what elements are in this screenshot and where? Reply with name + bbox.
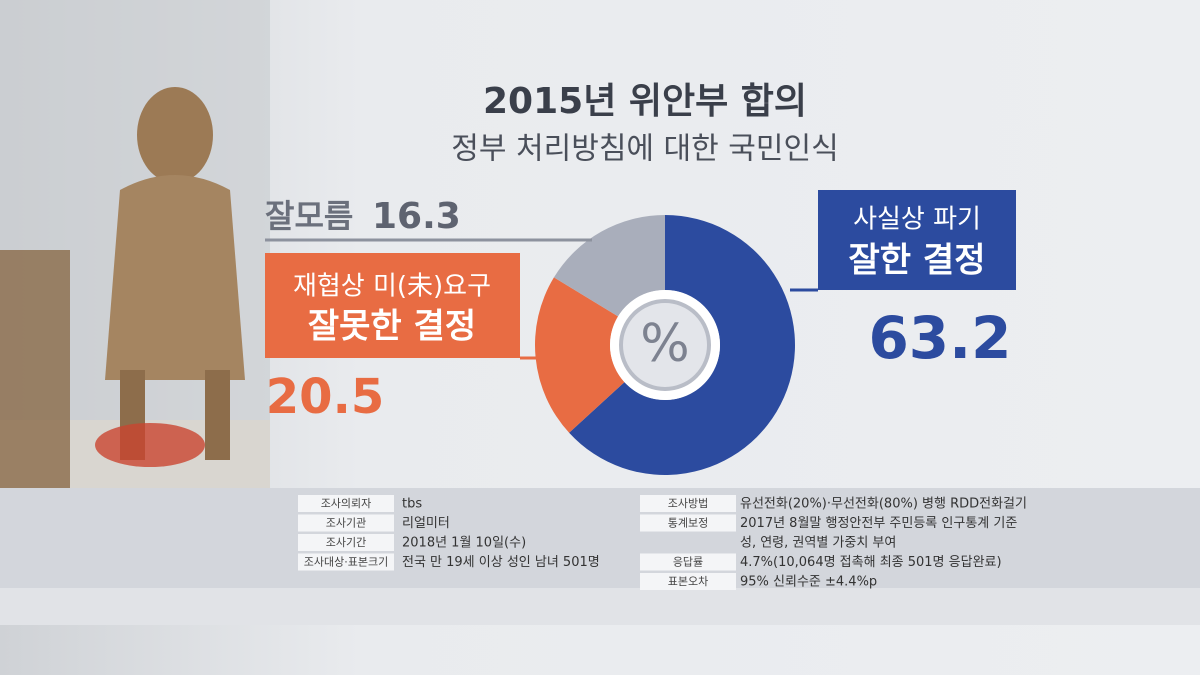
survey-value: 전국 만 19세 이상 성인 남녀 501명 bbox=[402, 555, 600, 570]
category-label: 잘한 결정 bbox=[849, 241, 986, 281]
value-label: 16.3 bbox=[372, 196, 461, 237]
survey-label-box bbox=[298, 553, 394, 571]
value-label: 20.5 bbox=[266, 369, 384, 425]
survey-label: 응답률 bbox=[673, 556, 703, 569]
survey-label: 조사방법 bbox=[668, 497, 708, 510]
donut-center bbox=[619, 299, 711, 391]
label-box bbox=[818, 190, 1016, 290]
statue-photo bbox=[0, 0, 270, 490]
donut-slice bbox=[569, 215, 795, 475]
survey-value: 95% 신뢰수준 ±4.4%p bbox=[740, 575, 877, 590]
survey-label-box bbox=[298, 514, 394, 532]
donut-slice bbox=[535, 277, 625, 433]
survey-label-box bbox=[640, 514, 736, 532]
survey-label: 조사기간 bbox=[326, 536, 366, 549]
footer-band bbox=[0, 488, 1200, 588]
category-label: 잘못한 결정 bbox=[308, 307, 476, 347]
chart-subtitle: 정부 처리방침에 대한 국민인식 bbox=[451, 132, 838, 167]
survey-label-box bbox=[640, 495, 736, 512]
value-label: 63.2 bbox=[868, 304, 1011, 372]
survey-value: 2018년 1월 10일(수) bbox=[402, 536, 526, 551]
survey-label: 조사기관 bbox=[326, 517, 366, 530]
survey-label: 통계보정 bbox=[668, 517, 708, 530]
donut bbox=[535, 215, 795, 475]
category-label: 사실상 파기 bbox=[853, 205, 981, 235]
survey-value: 4.7%(10,064명 접촉해 최종 501명 응답완료) bbox=[740, 555, 1002, 570]
category-label: 재협상 미(未)요구 bbox=[293, 272, 491, 302]
center-label: % bbox=[640, 314, 689, 374]
label-box bbox=[265, 253, 520, 358]
category-label: 잘모름 bbox=[265, 197, 353, 235]
survey-value: 유선전화(20%)·무선전화(80%) 병행 RDD전화걸기 bbox=[740, 496, 1027, 512]
survey-label: 표본오차 bbox=[668, 575, 708, 588]
survey-value: 리얼미터 bbox=[402, 516, 450, 531]
survey-label: 조사대상·표본크기 bbox=[304, 556, 388, 569]
survey-value: 성, 연령, 권역별 가중치 부여 bbox=[740, 536, 896, 551]
survey-label-box bbox=[298, 534, 394, 551]
survey-label-box bbox=[640, 573, 736, 590]
footer-band bbox=[0, 588, 1200, 625]
survey-value: tbs bbox=[402, 497, 422, 512]
survey-value: 2017년 8월말 행정안전부 주민등록 인구통계 기준 bbox=[740, 515, 1017, 531]
survey-label-box bbox=[298, 495, 394, 512]
survey-label-box bbox=[640, 553, 736, 571]
chart-title: 2015년 위안부 합의 bbox=[483, 81, 807, 122]
survey-label: 조사의뢰자 bbox=[321, 497, 372, 510]
donut-slice bbox=[553, 215, 665, 317]
